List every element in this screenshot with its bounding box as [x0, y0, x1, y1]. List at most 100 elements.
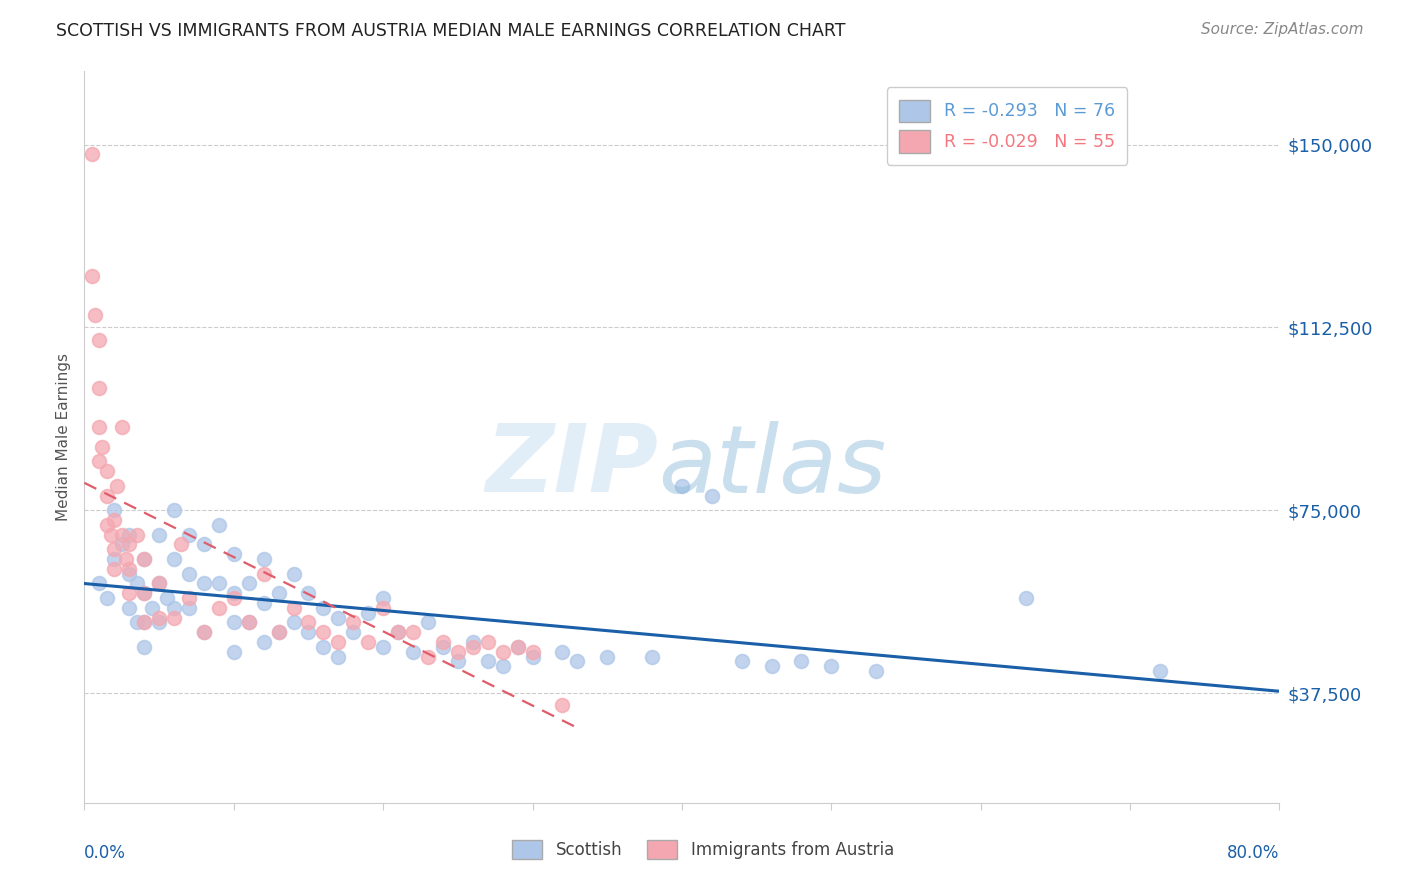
Point [177, 527, 200, 541]
Point [208, 576, 231, 591]
Point [283, 600, 305, 615]
Point [89, 420, 111, 434]
Point [132, 615, 156, 630]
Point [1149, 664, 1171, 678]
Point [297, 586, 319, 600]
Point [170, 537, 193, 551]
Point [83, 308, 105, 322]
Point [193, 576, 215, 591]
Point [253, 596, 276, 610]
Point [551, 698, 574, 713]
Point [148, 576, 170, 591]
Point [596, 649, 619, 664]
Point [477, 635, 499, 649]
Point [238, 615, 260, 630]
Point [238, 576, 260, 591]
Point [312, 640, 335, 654]
Point [373, 591, 395, 605]
Point [522, 645, 544, 659]
Point [328, 635, 350, 649]
Point [80, 147, 103, 161]
Point [387, 625, 409, 640]
Point [567, 654, 589, 668]
Point [551, 645, 574, 659]
Point [89, 333, 111, 347]
Point [1014, 591, 1036, 605]
Point [477, 654, 499, 668]
Point [283, 566, 305, 581]
Point [103, 552, 125, 566]
Point [461, 640, 484, 654]
Point [118, 527, 141, 541]
Point [402, 645, 425, 659]
Point [193, 537, 215, 551]
Point [432, 635, 454, 649]
Point [342, 625, 364, 640]
Text: ZIP: ZIP [485, 420, 658, 512]
Point [80, 269, 103, 284]
Y-axis label: Median Male Earnings: Median Male Earnings [56, 353, 72, 521]
Point [118, 566, 141, 581]
Point [148, 527, 170, 541]
Point [118, 586, 141, 600]
Point [865, 664, 887, 678]
Point [125, 527, 148, 541]
Point [89, 381, 111, 395]
Point [506, 640, 529, 654]
Point [283, 615, 305, 630]
Point [312, 600, 335, 615]
Point [297, 615, 319, 630]
Point [373, 640, 395, 654]
Point [177, 600, 200, 615]
Point [416, 615, 439, 630]
Point [103, 503, 125, 517]
Point [402, 625, 425, 640]
Point [820, 659, 842, 673]
Point [177, 566, 200, 581]
Point [96, 591, 118, 605]
Point [118, 537, 141, 551]
Point [193, 625, 215, 640]
Point [790, 654, 813, 668]
Point [267, 625, 290, 640]
Point [148, 610, 170, 624]
Point [222, 645, 245, 659]
Point [761, 659, 783, 673]
Point [132, 586, 156, 600]
Point [103, 542, 125, 557]
Point [297, 625, 319, 640]
Point [163, 552, 186, 566]
Point [132, 640, 156, 654]
Point [100, 527, 122, 541]
Point [267, 625, 290, 640]
Point [253, 635, 276, 649]
Point [506, 640, 529, 654]
Point [89, 576, 111, 591]
Point [253, 566, 276, 581]
Point [96, 464, 118, 478]
Text: Source: ZipAtlas.com: Source: ZipAtlas.com [1201, 22, 1364, 37]
Point [328, 610, 350, 624]
Point [163, 503, 186, 517]
Point [447, 654, 470, 668]
Point [671, 479, 693, 493]
Text: 80.0%: 80.0% [1227, 845, 1279, 863]
Point [222, 547, 245, 561]
Point [103, 562, 125, 576]
Point [193, 625, 215, 640]
Point [492, 645, 515, 659]
Legend: R = -0.293   N = 76, R = -0.029   N = 55: R = -0.293 N = 76, R = -0.029 N = 55 [887, 87, 1128, 165]
Point [148, 576, 170, 591]
Point [163, 610, 186, 624]
Point [177, 591, 200, 605]
Point [700, 489, 723, 503]
Point [96, 517, 118, 532]
Text: SCOTTISH VS IMMIGRANTS FROM AUSTRIA MEDIAN MALE EARNINGS CORRELATION CHART: SCOTTISH VS IMMIGRANTS FROM AUSTRIA MEDI… [56, 22, 846, 40]
Point [111, 527, 134, 541]
Point [115, 552, 138, 566]
Point [118, 600, 141, 615]
Point [155, 591, 177, 605]
Point [208, 600, 231, 615]
Point [238, 615, 260, 630]
Point [432, 640, 454, 654]
